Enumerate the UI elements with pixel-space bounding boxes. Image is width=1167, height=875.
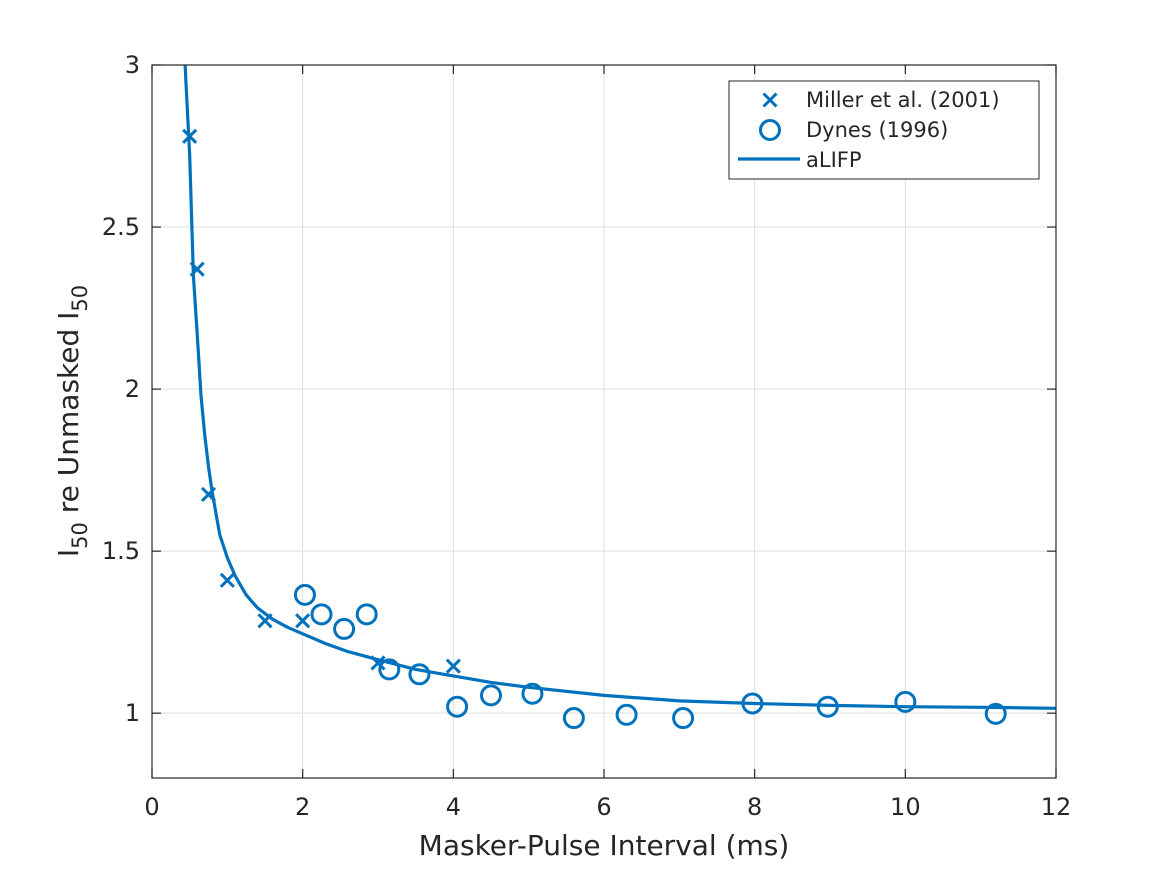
ticks [151, 64, 1057, 778]
x-tick-label: 0 [144, 793, 159, 821]
tick-labels: 0 2 4 6 8 10 12 1 1.5 2 2.5 3 [102, 51, 1071, 821]
legend-symbol-miller [762, 92, 778, 108]
x-tick-label: 4 [446, 793, 461, 821]
miller-point-stroke-b [295, 613, 311, 629]
dynes-point [521, 682, 544, 705]
y-tick-label: 1 [125, 699, 140, 727]
x-tick-label: 8 [747, 793, 762, 821]
legend-label-alifp: aLIFP [806, 148, 862, 172]
y-axis-label-sub1: 50 [68, 522, 92, 549]
y-axis-label-middle: re Unmasked I [52, 312, 85, 523]
dynes-point [408, 663, 431, 686]
dynes-point [310, 603, 333, 626]
dynes-point [333, 617, 356, 640]
y-tick-label: 1.5 [102, 537, 140, 565]
dynes-point [984, 702, 1007, 725]
dynes-point [446, 695, 469, 718]
miller-point-stroke-b [370, 655, 386, 671]
y-tick-label: 2.5 [102, 213, 140, 241]
x-tick-label: 10 [890, 793, 921, 821]
dynes-point [615, 703, 638, 726]
legend: Miller et al. (2001) Dynes (1996) aLIFP [728, 80, 1040, 180]
series-layer [182, 65, 1056, 730]
dynes-point [480, 684, 502, 707]
legend-label-dynes: Dynes (1996) [806, 118, 948, 142]
dynes-point [378, 658, 401, 681]
legend-symbol-dynes [759, 119, 781, 141]
dynes-point [355, 603, 378, 626]
legend-symbol-miller-stroke-b [762, 92, 778, 108]
y-tick-label: 3 [125, 51, 140, 79]
dynes-point [293, 583, 316, 606]
x-tick-label: 12 [1041, 793, 1072, 821]
legend-symbols [738, 92, 800, 161]
miller-point [219, 572, 235, 588]
y-axis-label: I50 re Unmasked I50 [52, 285, 92, 557]
y-tick-label: 2 [125, 375, 140, 403]
miller-point [445, 658, 461, 674]
y-axis-label-base: I [52, 549, 85, 557]
x-axis-label: Masker-Pulse Interval (ms) [419, 829, 790, 862]
miller-point [295, 613, 311, 629]
miller-point-stroke-b [445, 658, 461, 674]
y-axis-label-sub2: 50 [68, 285, 92, 312]
legend-label-miller: Miller et al. (2001) [806, 88, 1000, 112]
x-tick-label: 2 [295, 793, 310, 821]
alifp-curve [183, 65, 1056, 710]
dynes-point [562, 707, 585, 730]
dynes-point [672, 707, 695, 730]
dynes-point [894, 690, 917, 713]
miller-point-stroke-b [219, 572, 235, 588]
x-tick-label: 6 [596, 793, 611, 821]
